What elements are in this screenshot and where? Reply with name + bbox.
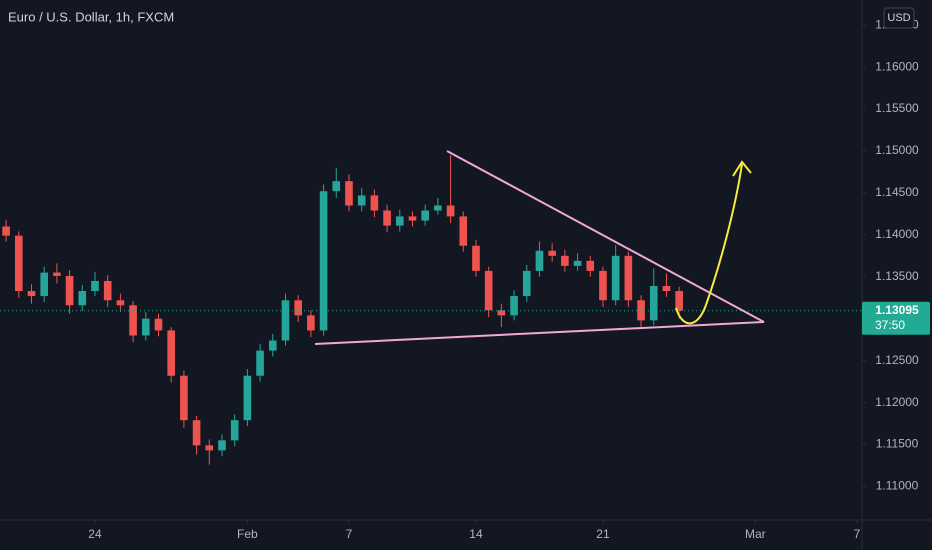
y-tick-label: 1.15000 bbox=[875, 143, 919, 157]
candle-body bbox=[154, 318, 163, 331]
currency-button[interactable] bbox=[883, 7, 915, 29]
candle-body bbox=[256, 350, 264, 376]
candle-body bbox=[319, 191, 328, 331]
y-tick-label: 1.15500 bbox=[875, 101, 919, 115]
y-tick-label: 1.13500 bbox=[875, 269, 919, 283]
candle-body bbox=[40, 272, 49, 297]
candle-body bbox=[624, 255, 633, 301]
candle-body bbox=[180, 375, 188, 421]
candle-body bbox=[497, 310, 506, 316]
candle-body bbox=[345, 181, 353, 206]
candle-body bbox=[230, 420, 239, 441]
candle-body bbox=[14, 235, 23, 292]
candle-body bbox=[421, 210, 429, 221]
candle-body bbox=[103, 280, 112, 301]
arrow-head bbox=[732, 160, 752, 177]
candle-body bbox=[573, 260, 582, 266]
candle-body bbox=[459, 216, 468, 246]
candle-body bbox=[675, 291, 683, 311]
plot-area bbox=[0, 155, 862, 465]
y-tick-label: 1.11500 bbox=[876, 437, 919, 451]
chart-title: Euro / U.S. Dollar, 1h, FXCM bbox=[8, 9, 174, 24]
x-tick-label: 21 bbox=[596, 527, 610, 541]
trend-line bbox=[446, 150, 765, 323]
candle-body bbox=[65, 275, 74, 306]
candle-body bbox=[294, 300, 302, 316]
candle-body bbox=[192, 420, 201, 446]
candle-body bbox=[535, 250, 544, 271]
x-tick-label: 7 bbox=[346, 527, 353, 541]
candle-body bbox=[116, 300, 125, 306]
candle-body bbox=[484, 270, 493, 311]
candle-body bbox=[446, 205, 455, 217]
projection-arrow bbox=[675, 163, 743, 325]
candle-body bbox=[2, 226, 10, 236]
candle-body bbox=[91, 280, 99, 292]
candle-body bbox=[243, 375, 252, 421]
candle-body bbox=[472, 245, 480, 271]
x-tick-label: 24 bbox=[88, 527, 102, 541]
x-tick-label: Feb bbox=[237, 527, 258, 541]
candle-body bbox=[383, 210, 391, 226]
candle-body bbox=[637, 300, 645, 321]
y-tick-label: 1.11000 bbox=[876, 479, 919, 493]
currency-label[interactable]: USD bbox=[887, 12, 910, 24]
candle-body bbox=[268, 340, 277, 351]
candle-body bbox=[662, 286, 671, 292]
candle-body bbox=[78, 291, 87, 306]
candle-body bbox=[218, 440, 226, 451]
x-tick-label: Mar bbox=[745, 527, 766, 541]
candle-body bbox=[611, 255, 620, 301]
candle-body bbox=[205, 445, 214, 451]
candle-body bbox=[561, 255, 569, 266]
last-price-label: 1.13095 bbox=[875, 303, 919, 317]
last-price-badge bbox=[862, 301, 930, 335]
candle-body bbox=[548, 250, 556, 256]
candle-body bbox=[129, 305, 137, 336]
candle-body bbox=[586, 260, 595, 271]
candle-body bbox=[307, 315, 315, 331]
candle-body bbox=[370, 195, 379, 211]
candle-body bbox=[649, 286, 658, 321]
candle-body bbox=[357, 195, 366, 206]
candle-body bbox=[141, 318, 150, 336]
candle-body bbox=[27, 291, 36, 297]
y-tick-label: 1.16000 bbox=[875, 59, 919, 73]
y-tick-label: 1.12500 bbox=[875, 353, 919, 367]
candle-body bbox=[522, 270, 531, 297]
countdown-label: 37:50 bbox=[875, 318, 905, 332]
candle-body bbox=[167, 330, 175, 376]
candle-body bbox=[408, 216, 417, 221]
candle-body bbox=[332, 181, 341, 192]
y-tick-label: 1.12000 bbox=[875, 395, 919, 409]
candle-body bbox=[53, 272, 61, 276]
y-tick-label: 1.14500 bbox=[875, 185, 919, 199]
candle-body bbox=[395, 216, 404, 226]
x-tick-label: 14 bbox=[469, 527, 483, 541]
candle-body bbox=[281, 300, 290, 341]
x-tick-label: 7 bbox=[854, 527, 861, 541]
trend-line bbox=[314, 321, 765, 345]
candle-body bbox=[599, 270, 607, 301]
candle-body bbox=[510, 296, 518, 316]
drawings bbox=[314, 150, 765, 345]
y-tick-label: 1.14000 bbox=[875, 227, 919, 241]
candle-body bbox=[434, 205, 442, 211]
